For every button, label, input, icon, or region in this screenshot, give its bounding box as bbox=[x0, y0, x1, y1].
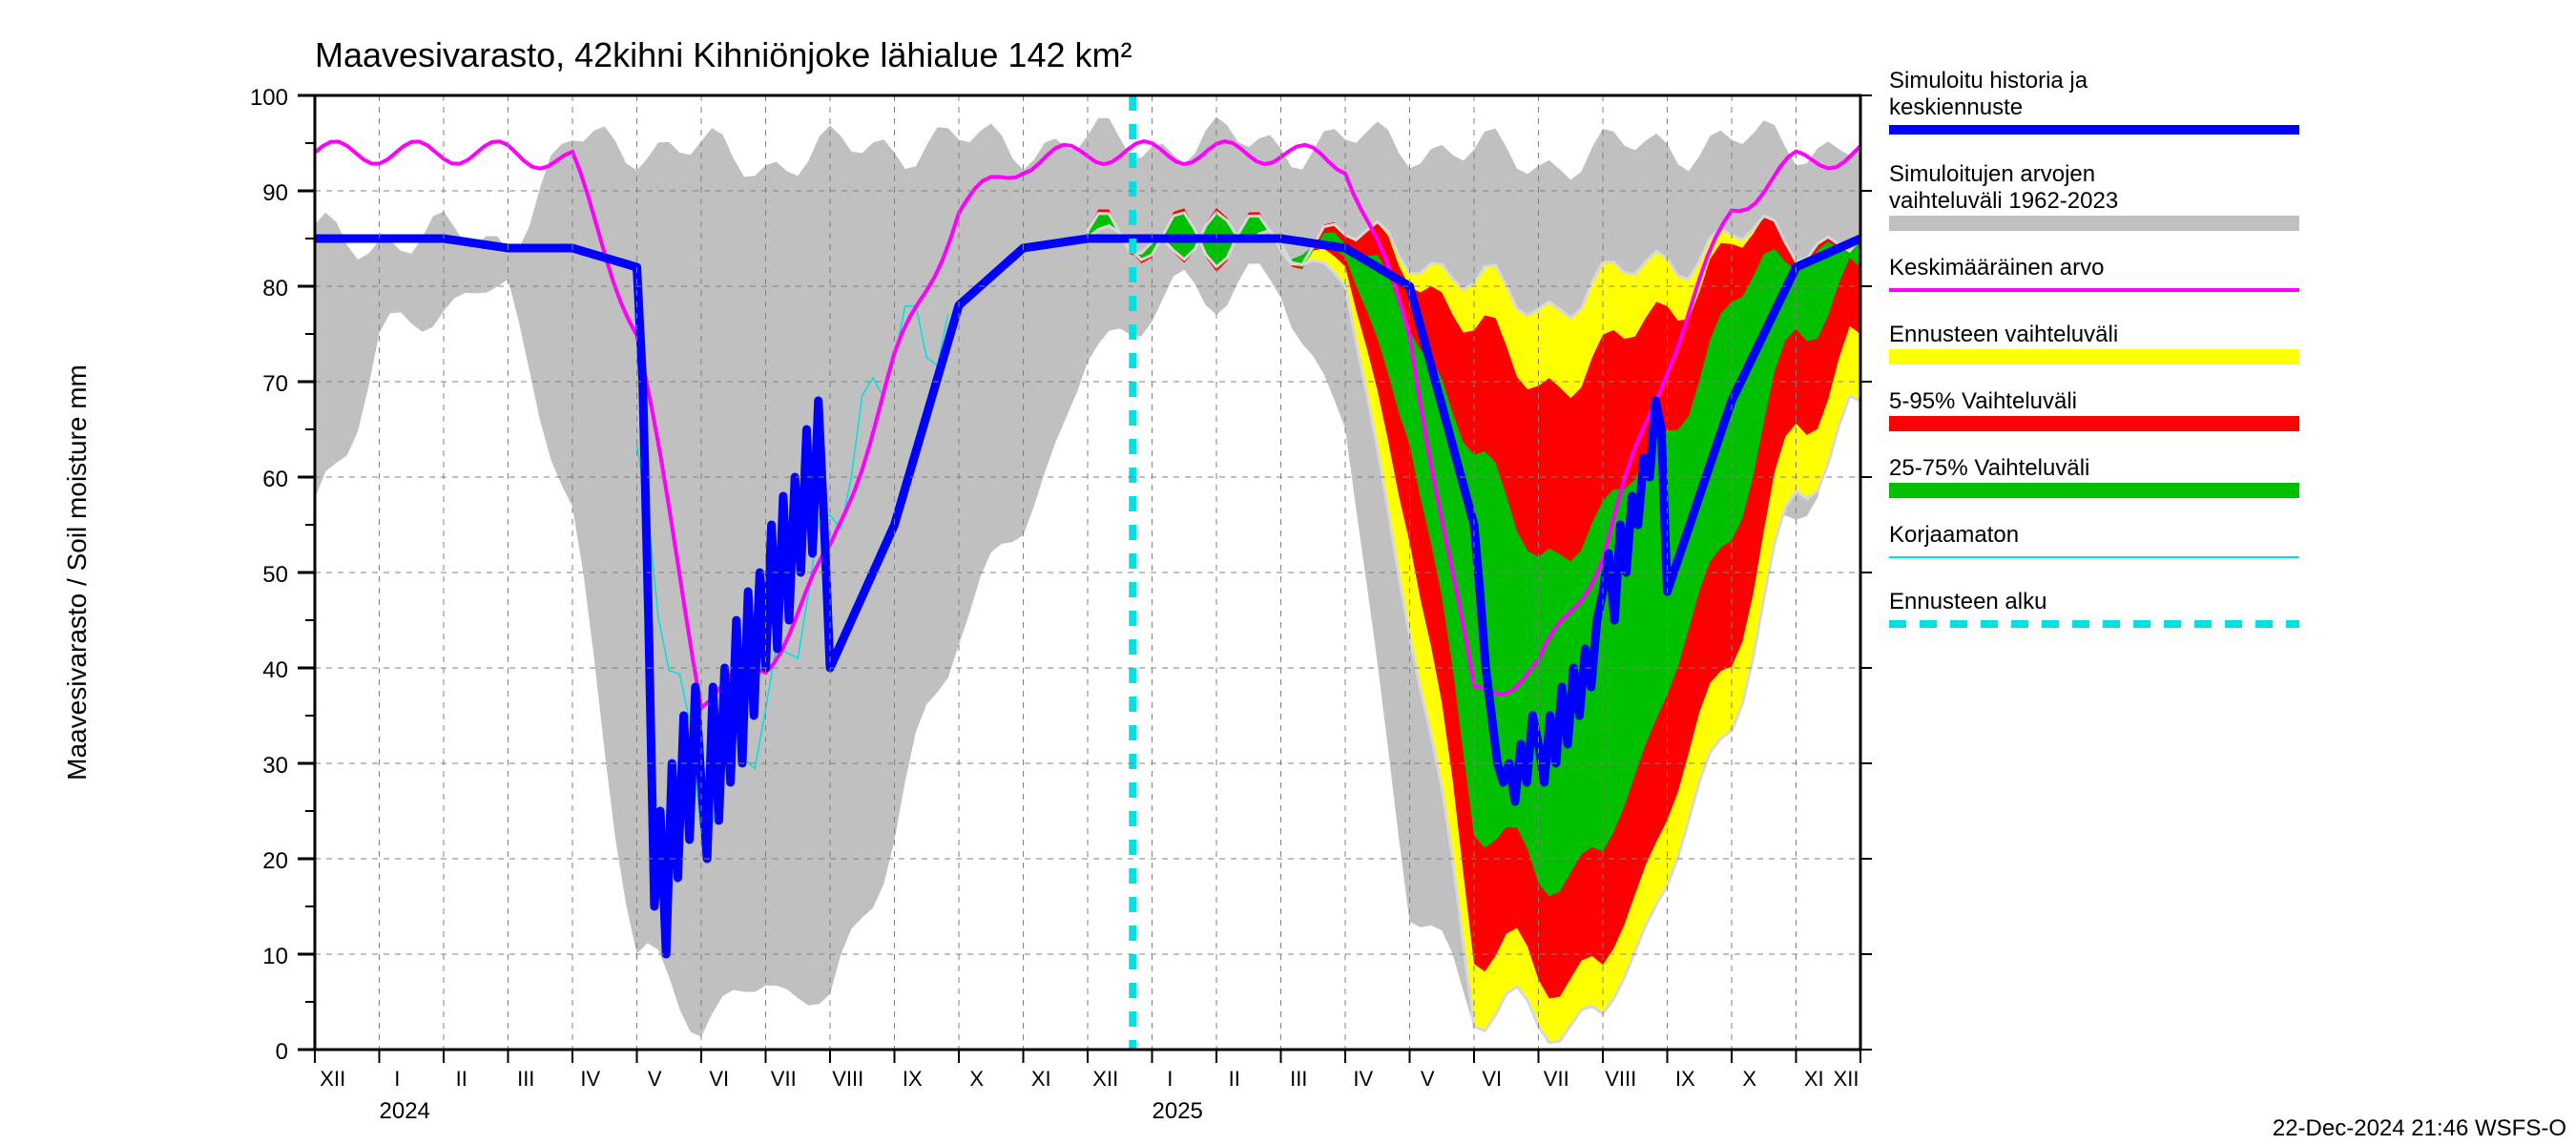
month-label: VI bbox=[709, 1067, 729, 1091]
chart-svg: 0102030405060708090100XIIIIIIIIIVVVIVIIV… bbox=[0, 0, 2576, 1145]
ytick-label: 70 bbox=[262, 371, 288, 397]
legend-swatch bbox=[1889, 416, 2299, 431]
month-label: XII bbox=[1092, 1067, 1118, 1091]
legend-label: Ennusteen alku bbox=[1889, 589, 2046, 614]
month-label: IV bbox=[580, 1067, 600, 1091]
legend-label: 5-95% Vaihteluväli bbox=[1889, 388, 2077, 414]
month-label: XII bbox=[1834, 1067, 1859, 1091]
month-label: X bbox=[969, 1067, 984, 1091]
month-label: I bbox=[1167, 1067, 1173, 1091]
chart-title: Maavesivarasto, 42kihni Kihniönjoke lähi… bbox=[315, 35, 1132, 74]
legend-label: 25-75% Vaihteluväli bbox=[1889, 455, 2089, 481]
legend-swatch bbox=[1889, 216, 2299, 231]
legend-label: keskiennuste bbox=[1889, 94, 2023, 120]
month-label: III bbox=[1290, 1067, 1307, 1091]
y-axis-label: Maavesivarasto / Soil moisture mm bbox=[62, 364, 92, 781]
legend-swatch bbox=[1889, 483, 2299, 498]
chart-footer: 22-Dec-2024 21:46 WSFS-O bbox=[2273, 1115, 2566, 1141]
month-label: VI bbox=[1482, 1067, 1502, 1091]
month-label: VII bbox=[771, 1067, 797, 1091]
month-label: IV bbox=[1353, 1067, 1373, 1091]
month-label: IX bbox=[903, 1067, 923, 1091]
month-label: VIII bbox=[1605, 1067, 1636, 1091]
month-label: XII bbox=[320, 1067, 345, 1091]
month-label: XI bbox=[1031, 1067, 1051, 1091]
year-label: 2025 bbox=[1153, 1098, 1203, 1124]
legend-swatch bbox=[1889, 349, 2299, 364]
year-label: 2024 bbox=[380, 1098, 430, 1124]
month-label: X bbox=[1742, 1067, 1756, 1091]
month-label: IX bbox=[1675, 1067, 1695, 1091]
month-label: VIII bbox=[832, 1067, 863, 1091]
soil-moisture-chart: 0102030405060708090100XIIIIIIIIIVVVIVIIV… bbox=[0, 0, 2576, 1145]
ytick-label: 80 bbox=[262, 276, 288, 302]
ytick-label: 40 bbox=[262, 657, 288, 683]
ytick-label: 20 bbox=[262, 848, 288, 874]
month-label: III bbox=[517, 1067, 534, 1091]
month-label: II bbox=[456, 1067, 467, 1091]
legend-label: Keskimääräinen arvo bbox=[1889, 255, 2104, 281]
legend-label: Ennusteen vaihteluväli bbox=[1889, 322, 2118, 347]
ytick-label: 100 bbox=[250, 85, 288, 111]
month-label: XI bbox=[1804, 1067, 1824, 1091]
month-label: VII bbox=[1544, 1067, 1569, 1091]
month-label: V bbox=[648, 1067, 662, 1091]
ytick-label: 50 bbox=[262, 562, 288, 588]
month-label: II bbox=[1229, 1067, 1240, 1091]
ytick-label: 0 bbox=[276, 1039, 288, 1065]
legend-label: Korjaamaton bbox=[1889, 522, 2019, 548]
legend-label: Simuloitujen arvojen bbox=[1889, 161, 2095, 187]
legend-label: vaihteluväli 1962-2023 bbox=[1889, 188, 2118, 214]
ytick-label: 10 bbox=[262, 944, 288, 969]
ytick-label: 30 bbox=[262, 753, 288, 779]
month-label: I bbox=[394, 1067, 400, 1091]
ytick-label: 60 bbox=[262, 467, 288, 492]
ytick-label: 90 bbox=[262, 180, 288, 206]
legend-label: Simuloitu historia ja bbox=[1889, 68, 2088, 94]
month-label: V bbox=[1421, 1067, 1435, 1091]
